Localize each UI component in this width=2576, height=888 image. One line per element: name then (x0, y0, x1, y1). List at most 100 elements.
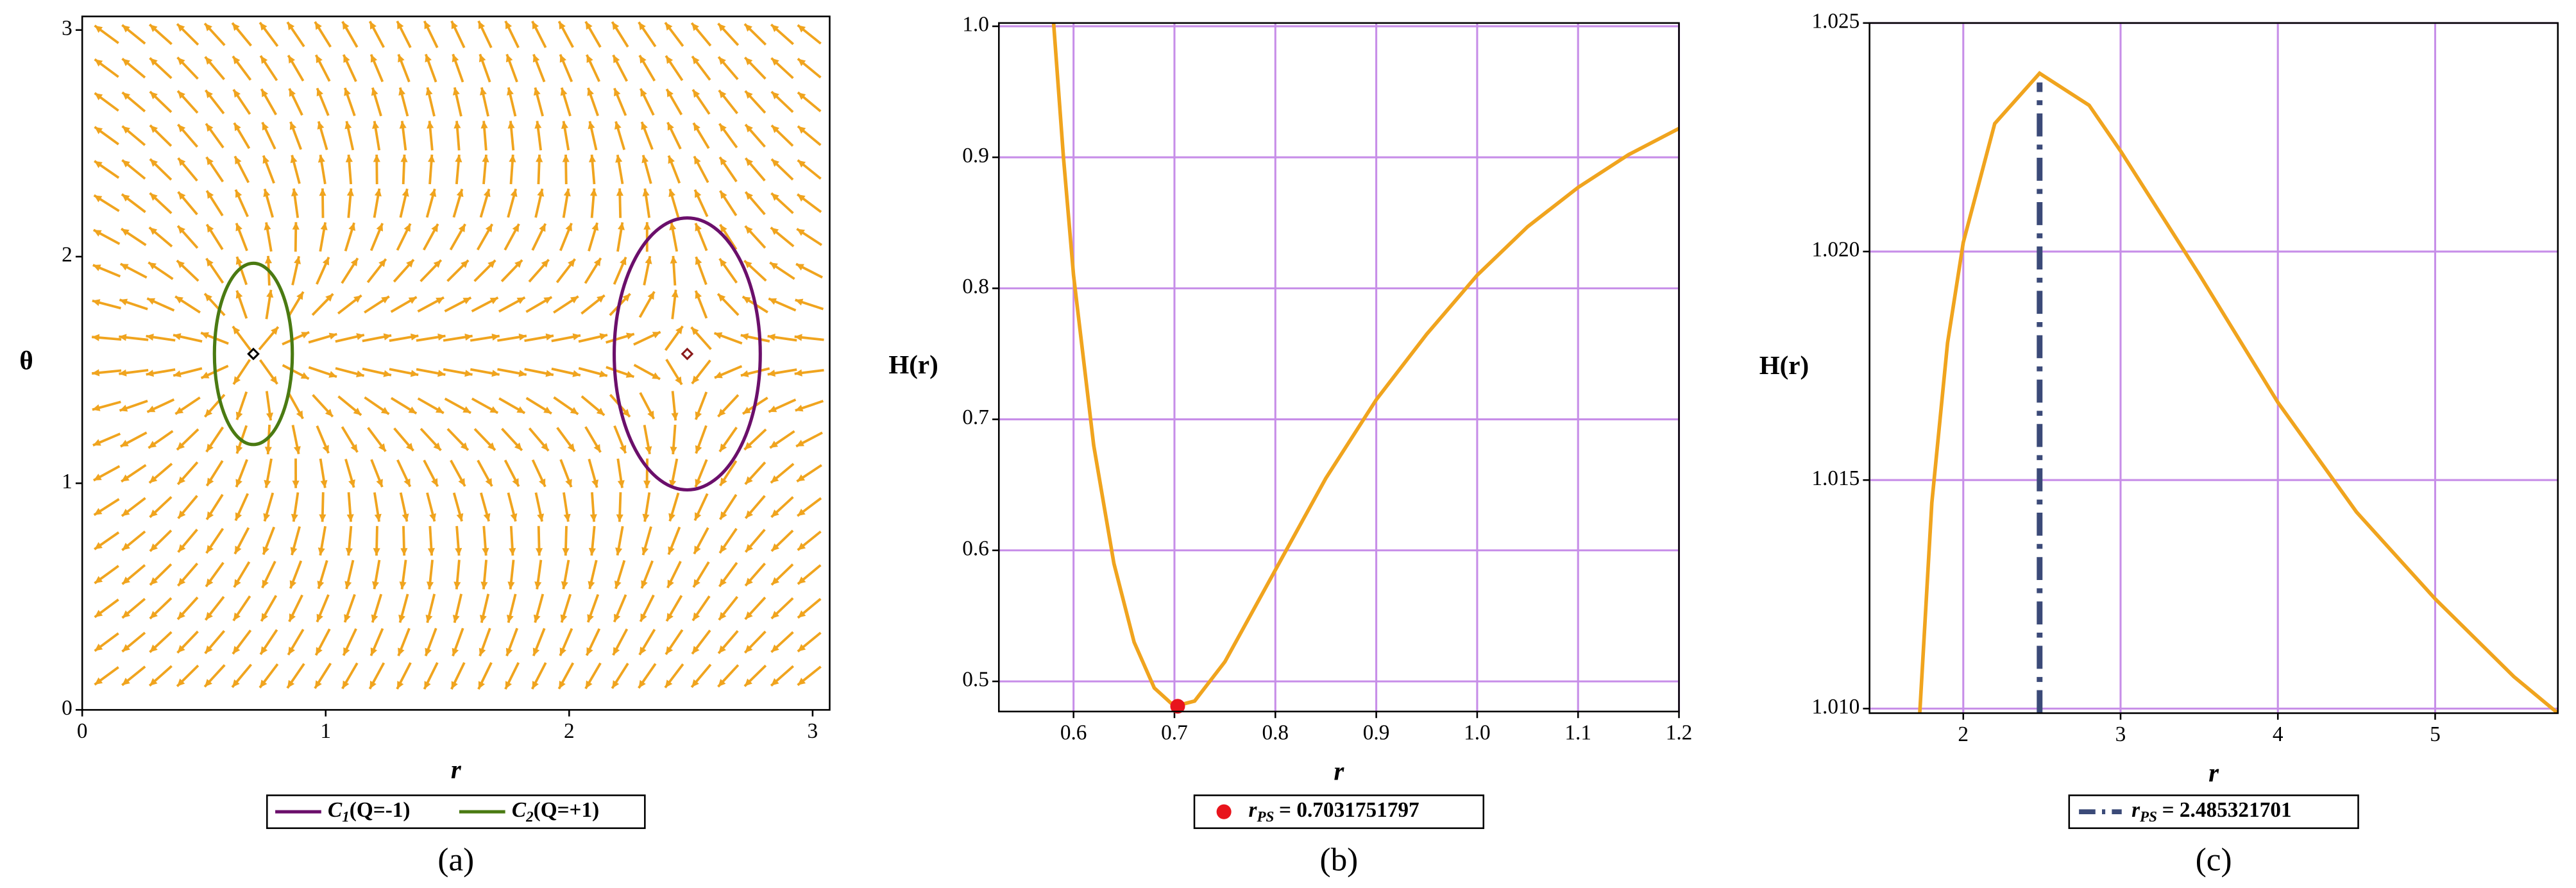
field-arrow-head (205, 611, 213, 620)
legend-name: r (1249, 798, 1258, 822)
field-arrow-head (667, 579, 674, 588)
field-arrow-head (740, 333, 749, 341)
field-arrow-head (433, 442, 441, 450)
field-arrow-head (452, 615, 460, 623)
field-arrow-head (794, 334, 802, 341)
field-arrow-head (425, 54, 432, 63)
legend-suffix: (Q=+1) (534, 798, 600, 822)
field-arrow-head (122, 610, 131, 618)
field-arrow-head (562, 548, 570, 556)
field-arrow-head (462, 406, 471, 413)
field-arrow-head (641, 547, 649, 556)
field-arrow-head (720, 511, 727, 520)
field-arrow-head (666, 646, 674, 654)
field-arrow-head (518, 370, 527, 377)
field-arrow-head (146, 370, 154, 377)
field-arrow-head (146, 333, 154, 341)
field-arrow-head (316, 55, 323, 64)
field-arrow-head (797, 644, 806, 652)
field-arrow-head (638, 22, 646, 31)
field-arrow-head (178, 191, 186, 200)
field-arrow-head (173, 333, 182, 341)
field-arrow-head (771, 509, 779, 517)
field-arrow-head (668, 189, 676, 198)
field-arrow-head (652, 332, 661, 339)
field-arrow-head (94, 93, 103, 101)
field-arrow-head (507, 581, 515, 590)
field-arrow-head (431, 478, 438, 487)
contour (612, 216, 762, 492)
field-arrow-head (291, 188, 299, 196)
field-arrow-head (479, 647, 486, 656)
legend-suffix: = 0.7031751797 (1279, 798, 1419, 822)
field-arrow-head (797, 678, 806, 685)
y-tick-label: 0.7 (962, 406, 989, 429)
field-arrow-head (593, 258, 601, 267)
field-arrow-head (720, 545, 727, 553)
plot (1918, 71, 2558, 713)
field-arrow-head (669, 222, 677, 230)
field-arrow-head (668, 546, 675, 555)
field-arrow-head (533, 614, 541, 623)
field-arrow-head (532, 21, 539, 30)
field-arrow-head (119, 298, 128, 306)
field-arrow-head (410, 370, 419, 377)
field-arrow-head (719, 259, 727, 267)
field-arrow-head (319, 188, 326, 196)
field-arrow-head (149, 644, 158, 653)
legend-name: C (512, 798, 527, 822)
field-arrow-head (744, 441, 752, 450)
field-arrow-head (233, 612, 241, 621)
field-arrow-head (290, 547, 298, 556)
field-arrow-head (647, 410, 654, 419)
field-arrow-head (695, 257, 702, 265)
field-arrow-head (453, 581, 461, 590)
field-arrow-head (771, 644, 779, 653)
field-arrow-head (376, 223, 384, 232)
field-arrow-head (233, 89, 241, 98)
x-tick-label: 1.0 (1464, 721, 1491, 744)
field-arrow-head (233, 376, 241, 384)
field-arrow-head (691, 22, 699, 31)
field-arrow-head (264, 222, 271, 230)
field-arrow-head (260, 22, 267, 31)
legend-swatch (1216, 804, 1232, 819)
plot (1051, 22, 1679, 708)
y-tick-label: 3 (62, 16, 72, 40)
field-arrow-head (176, 442, 185, 450)
field-arrow-head (565, 479, 572, 488)
field-arrow-head (288, 646, 296, 655)
field-arrow-head (570, 296, 579, 303)
field-arrow-head (383, 370, 391, 377)
field-arrow-head (353, 407, 362, 416)
field-arrow-head (356, 333, 364, 341)
legend-name: C (328, 798, 343, 822)
field-arrow-head (537, 189, 545, 197)
field-arrow-head (94, 677, 103, 685)
field-arrow-head (378, 259, 386, 268)
field-arrow-head (346, 514, 354, 522)
field-arrow-head (433, 260, 441, 268)
y-tick-label: 0.5 (962, 668, 989, 692)
field-arrow-head (400, 548, 408, 556)
field-arrow-head (597, 295, 605, 303)
field-arrow-head (478, 681, 485, 690)
field-arrow-head (745, 90, 753, 99)
field-arrow-head (178, 577, 186, 586)
field-arrow-head (641, 121, 648, 130)
field-arrow-head (262, 155, 270, 164)
field-arrow-head (479, 54, 486, 63)
field-arrow-head (588, 581, 595, 589)
field-arrow-head (695, 411, 702, 420)
field-arrow-head (378, 443, 386, 452)
field-arrow-head (149, 509, 158, 518)
field-arrow-head (147, 298, 156, 305)
field-arrow-head (178, 226, 186, 234)
x-tick-label: 3 (808, 719, 818, 743)
field-arrow-head (350, 444, 358, 452)
field-arrow-head (742, 407, 751, 414)
field-arrow-head (718, 409, 726, 417)
field-arrow-head (539, 478, 546, 487)
field-arrow-head (373, 154, 380, 162)
